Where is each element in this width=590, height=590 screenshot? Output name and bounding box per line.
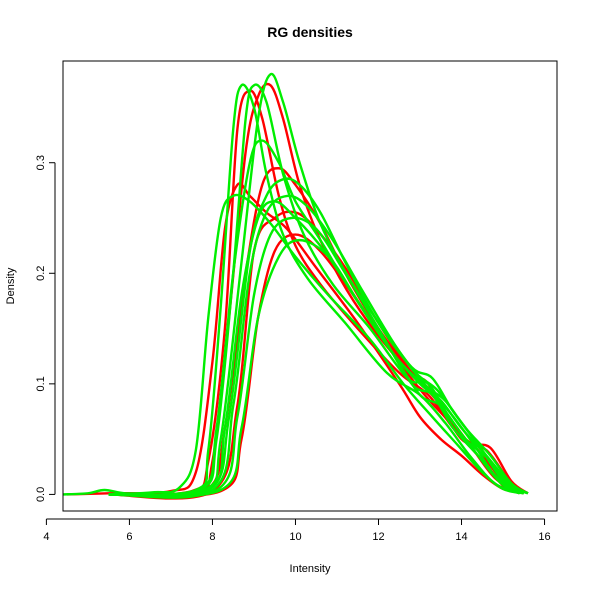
green-density-curve [108, 83, 521, 496]
x-tick-label: 6 [126, 531, 132, 543]
chart-title: RG densities [267, 24, 353, 40]
x-axis-label: Intensity [290, 563, 331, 575]
x-axis: 4 6 8 10 12 14 16 [43, 518, 551, 543]
green-density-curve [108, 200, 521, 498]
x-tick-label: 8 [209, 531, 215, 543]
y-axis: 0.0 0.1 0.2 0.3 [35, 155, 56, 502]
x-tick-label: 10 [289, 531, 301, 543]
y-axis-label: Density [5, 267, 17, 304]
green-density-curve [108, 216, 525, 499]
red-density-curve [67, 182, 525, 496]
y-tick-label: 0.0 [35, 487, 47, 502]
x-tick-label: 12 [372, 531, 384, 543]
density-curves [62, 72, 529, 500]
y-tick-label: 0.2 [35, 266, 47, 281]
y-tick-label: 0.3 [35, 155, 47, 170]
x-tick-label: 16 [538, 531, 550, 543]
x-tick-label: 4 [43, 531, 49, 543]
y-tick-label: 0.1 [35, 376, 47, 391]
x-tick-label: 14 [455, 531, 467, 543]
green-density-curve [108, 194, 529, 499]
plot-frame [62, 60, 558, 512]
